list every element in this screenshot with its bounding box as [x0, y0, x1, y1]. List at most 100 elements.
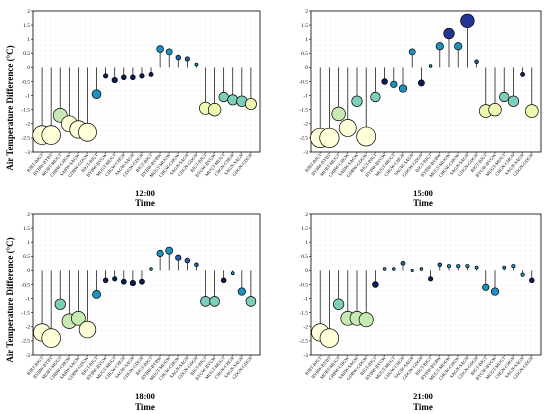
data-point	[120, 278, 127, 285]
data-point	[175, 254, 182, 261]
data-point	[511, 264, 516, 269]
panel-time-label-1200: 12:00	[135, 188, 155, 198]
data-point	[482, 283, 490, 291]
y-tick-label: 0	[305, 65, 308, 71]
y-tick-label: 0.5	[23, 254, 30, 260]
data-point	[490, 287, 500, 296]
y-tick-label: -1	[303, 296, 308, 302]
data-point	[220, 277, 227, 284]
panel-1200: -3-2.5-2-1.5-1-0.500.511.52BJBT-BJGTBYBW…	[21, 9, 261, 178]
y-tick-label: -1	[25, 296, 30, 302]
y-tick-label: -3	[303, 150, 308, 156]
data-point	[148, 72, 154, 77]
y-tick-label: -3	[25, 150, 30, 156]
panel-xlabel-2100: Time	[413, 402, 433, 412]
data-point	[130, 74, 136, 81]
data-point	[227, 94, 239, 106]
data-point	[465, 264, 470, 269]
data-point	[149, 267, 153, 271]
data-point	[456, 264, 461, 269]
data-point	[417, 79, 425, 87]
y-tick-label: -1.5	[21, 311, 30, 317]
data-point	[165, 48, 173, 56]
y-tick-label: 1	[305, 37, 308, 43]
data-point	[446, 264, 452, 269]
data-point	[428, 64, 433, 68]
data-point	[200, 296, 211, 307]
data-point	[91, 89, 102, 99]
y-tick-label: 1.5	[23, 226, 30, 232]
data-point	[529, 277, 535, 284]
data-point	[381, 78, 388, 85]
data-point	[121, 74, 127, 81]
y-tick-label: 2	[27, 212, 30, 218]
data-point	[370, 91, 381, 103]
y-tick-label: 2	[27, 9, 30, 15]
y-tick-label: -1.5	[299, 311, 308, 317]
data-point	[331, 106, 346, 122]
panel-1800: -3-2.5-2-1.5-1-0.500.511.52BJBT-BJGTBYBW…	[21, 212, 261, 381]
y-tick-label: 2	[305, 212, 308, 218]
data-point	[460, 13, 475, 29]
data-point	[524, 104, 539, 118]
data-point	[230, 271, 235, 276]
y-tick-label: 1	[27, 240, 30, 246]
data-point	[184, 56, 190, 62]
data-point	[502, 265, 507, 270]
data-point	[194, 62, 199, 67]
y-tick-label: 0.5	[301, 51, 308, 57]
data-point	[245, 296, 257, 307]
data-point	[520, 272, 525, 277]
y-tick-label: -1	[303, 93, 308, 99]
data-point	[351, 95, 363, 107]
data-point	[78, 320, 97, 339]
y-tick-label: -0.5	[21, 282, 30, 288]
y-tick-label: -2.5	[299, 339, 308, 345]
data-point	[382, 267, 387, 271]
data-point	[474, 59, 479, 64]
y-tick-label: -2	[25, 325, 30, 331]
data-point	[41, 328, 61, 348]
y-tick-label: -1.5	[299, 108, 308, 114]
y-tick-label: 2	[305, 9, 308, 15]
data-point	[443, 27, 455, 40]
data-point	[244, 98, 257, 111]
data-point	[390, 80, 398, 88]
panel-xlabel-1800: Time	[135, 402, 155, 412]
y-tick-label: 0.5	[23, 51, 30, 57]
data-point	[419, 267, 424, 271]
data-point	[78, 122, 97, 142]
data-point	[139, 278, 145, 285]
data-point	[356, 126, 377, 147]
data-point	[507, 95, 520, 107]
data-point	[54, 298, 66, 310]
data-point	[184, 257, 191, 264]
y-tick-label: 0	[27, 65, 30, 71]
data-point	[237, 287, 246, 296]
y-tick-label: -2	[303, 325, 308, 331]
y-axis-label-bottom: Air Temperature Difference (°C)	[5, 237, 15, 362]
data-point	[129, 280, 136, 287]
y-tick-label: -2.5	[299, 136, 308, 142]
data-point	[372, 281, 379, 288]
y-tick-label: 1.5	[301, 226, 308, 232]
y-tick-label: -1.5	[21, 108, 30, 114]
data-point	[156, 45, 164, 53]
data-point	[338, 119, 357, 137]
panel-time-label-1500: 15:00	[413, 188, 433, 198]
y-tick-label: -0.5	[299, 282, 308, 288]
data-point	[474, 265, 479, 270]
data-point	[156, 249, 164, 258]
y-tick-label: 1.5	[301, 23, 308, 29]
data-point	[218, 91, 229, 103]
data-point	[103, 73, 109, 79]
data-point	[435, 42, 444, 51]
data-point	[499, 91, 510, 103]
panel-2100: -3-2.5-2-1.5-1-0.500.511.52BJBT-BJGTBYBW…	[299, 212, 542, 381]
panel-xlabel-1500: Time	[413, 198, 433, 208]
y-tick-label: -2.5	[21, 136, 30, 142]
y-tick-label: 0.5	[301, 254, 308, 260]
data-point	[358, 312, 374, 328]
data-point	[410, 268, 414, 272]
